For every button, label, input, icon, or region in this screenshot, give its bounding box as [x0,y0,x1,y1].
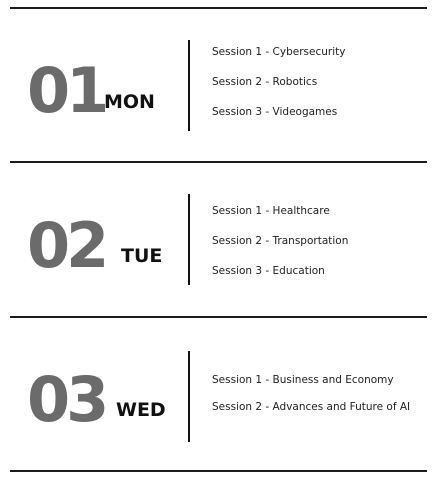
session-item: Session 1 - Cybersecurity [212,46,346,58]
session-item: Session 1 - Healthcare [212,205,330,217]
session-list: Session 1 - Business and Economy Session… [212,375,410,413]
session-list: Session 1 - Healthcare Session 2 - Trans… [212,206,348,277]
day-separator [188,194,190,285]
session-item: Session 3 - Education [212,265,325,277]
session-item: Session 2 - Advances and Future of AI [212,401,411,413]
day-separator [188,351,190,442]
day-number: 01 [27,54,109,127]
day-number: 03 [27,363,109,436]
day-weekday: MON [104,91,155,113]
day-weekday: TUE [121,245,163,267]
session-item: Session 2 - Robotics [212,76,318,88]
divider-1 [10,161,427,163]
session-list: Session 1 - Cybersecurity Session 2 - Ro… [212,47,345,118]
session-item: Session 3 - Videogames [212,106,338,118]
schedule-day-1: 01 MON Session 1 - Cybersecurity Session… [0,9,437,164]
divider-bottom [10,470,427,472]
session-item: Session 2 - Transportation [212,235,349,247]
divider-2 [10,316,427,318]
session-item: Session 1 - Business and Economy [212,374,394,386]
schedule-day-2: 02 TUE Session 1 - Healthcare Session 2 … [0,163,437,318]
day-number: 02 [27,209,109,282]
day-weekday: WED [116,399,166,421]
divider-top [10,7,427,9]
schedule-day-3: 03 WED Session 1 - Business and Economy … [0,318,437,473]
day-separator [188,40,190,131]
